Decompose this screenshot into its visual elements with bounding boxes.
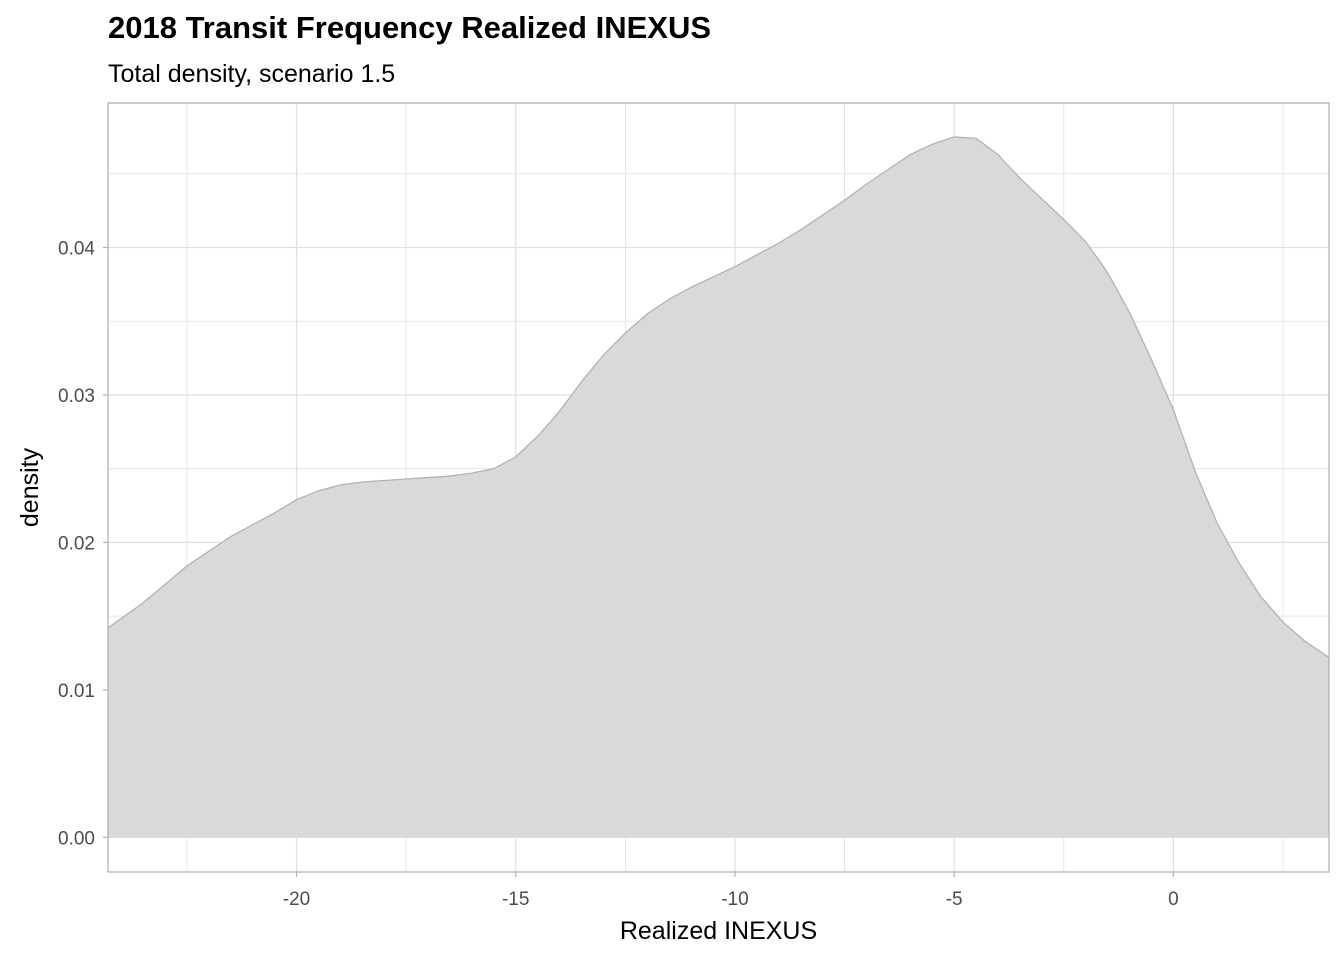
y-tick-label: 0.03 xyxy=(58,386,95,407)
x-axis-ticks: -20 -15 -10 -5 0 xyxy=(283,872,1179,910)
x-tick-label: 0 xyxy=(1168,889,1179,910)
y-axis-ticks: 0.00 0.01 0.02 0.03 0.04 xyxy=(58,239,108,849)
density-area-layer xyxy=(107,136,1330,838)
density-curve xyxy=(107,136,1330,658)
y-tick-label: 0.01 xyxy=(58,681,95,702)
density-area xyxy=(108,136,1329,838)
x-tick-label: -5 xyxy=(946,889,963,910)
y-axis-title: density xyxy=(16,447,44,527)
y-tick-label: 0.04 xyxy=(58,239,95,260)
chart-title: 2018 Transit Frequency Realized INEXUS xyxy=(108,10,712,45)
panel-border xyxy=(107,102,1330,873)
chart-subtitle: Total density, scenario 1.5 xyxy=(108,60,396,88)
y-tick-label: 0.00 xyxy=(58,828,95,849)
x-tick-label: -10 xyxy=(721,889,748,910)
y-tick-label: 0.02 xyxy=(58,533,95,554)
x-tick-label: -20 xyxy=(283,889,310,910)
x-tick-label: -15 xyxy=(502,889,529,910)
x-axis-title: Realized INEXUS xyxy=(620,917,817,945)
